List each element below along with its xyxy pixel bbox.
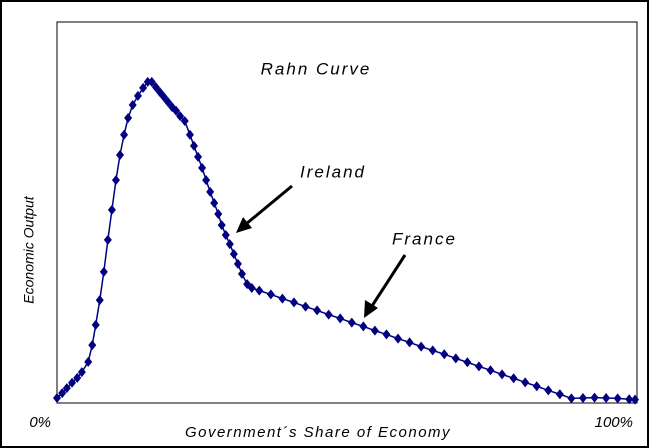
marker	[229, 249, 238, 260]
marker	[62, 383, 71, 394]
marker	[143, 76, 152, 87]
marker	[486, 365, 495, 376]
marker	[103, 234, 112, 245]
marker	[107, 204, 116, 215]
marker	[217, 220, 226, 231]
marker	[206, 186, 215, 197]
arrowhead	[364, 300, 378, 318]
marker	[221, 229, 230, 240]
arrowhead	[236, 217, 252, 233]
marker	[278, 293, 287, 304]
marker	[139, 82, 148, 93]
marker	[58, 388, 67, 399]
annotation: Ireland	[300, 162, 366, 181]
marker	[68, 377, 77, 388]
x-tick-label: 0%	[29, 414, 51, 431]
marker	[474, 361, 483, 372]
marker	[53, 393, 61, 404]
marker	[95, 295, 104, 306]
marker	[532, 381, 541, 392]
marker	[509, 373, 518, 384]
marker	[99, 266, 108, 277]
plot-area	[56, 21, 638, 404]
marker	[120, 129, 129, 140]
marker	[111, 175, 120, 186]
marker	[336, 313, 345, 324]
marker	[289, 297, 298, 308]
marker	[133, 90, 142, 101]
marker	[544, 385, 553, 396]
marker	[255, 285, 264, 296]
marker	[214, 209, 223, 220]
marker	[359, 321, 368, 332]
marker	[116, 149, 125, 160]
chart-title: Rahn Curve	[261, 59, 372, 78]
marker	[202, 175, 211, 186]
marker	[159, 92, 168, 103]
marker	[578, 393, 587, 404]
marker	[233, 258, 242, 269]
arrows	[236, 184, 407, 318]
marker	[73, 372, 82, 383]
marker	[567, 393, 576, 404]
marker	[225, 239, 234, 250]
marker	[180, 116, 189, 127]
marker	[405, 337, 414, 348]
annotation: France	[392, 229, 457, 248]
marker	[394, 333, 403, 344]
marker	[347, 317, 356, 328]
marker	[77, 367, 86, 378]
marker	[151, 82, 160, 93]
marker	[172, 105, 181, 116]
marker	[266, 289, 275, 300]
marker	[498, 369, 507, 380]
marker	[210, 197, 219, 208]
marker	[631, 394, 639, 405]
marker	[324, 309, 333, 320]
marker	[147, 76, 156, 87]
marker	[555, 389, 564, 400]
marker	[198, 162, 207, 173]
arrow	[370, 254, 407, 307]
marker	[428, 345, 437, 356]
marker	[124, 113, 133, 124]
marker	[189, 140, 198, 151]
marker	[155, 87, 164, 98]
marker	[451, 353, 460, 364]
marker	[382, 329, 391, 340]
marker	[613, 393, 622, 404]
marker	[194, 151, 203, 162]
marker	[602, 393, 611, 404]
marker	[417, 341, 426, 352]
marker	[313, 305, 322, 316]
marker	[463, 357, 472, 368]
marker	[176, 111, 185, 122]
marker	[84, 356, 93, 367]
marker	[185, 129, 194, 140]
marker	[521, 377, 530, 388]
marker	[247, 282, 256, 293]
marker	[163, 97, 172, 108]
marker	[88, 340, 97, 351]
marker	[625, 394, 634, 405]
marker	[237, 268, 246, 279]
marker	[128, 100, 137, 111]
marker	[370, 325, 379, 336]
marker	[440, 349, 449, 360]
marker	[590, 392, 599, 403]
marker	[91, 319, 100, 330]
marker	[301, 301, 310, 312]
arrow	[245, 184, 293, 226]
y-axis-label: Economic Output	[21, 195, 37, 303]
x-tick-label: 100%	[595, 414, 633, 431]
x-axis-label: Government´s Share of Economy	[185, 424, 451, 441]
